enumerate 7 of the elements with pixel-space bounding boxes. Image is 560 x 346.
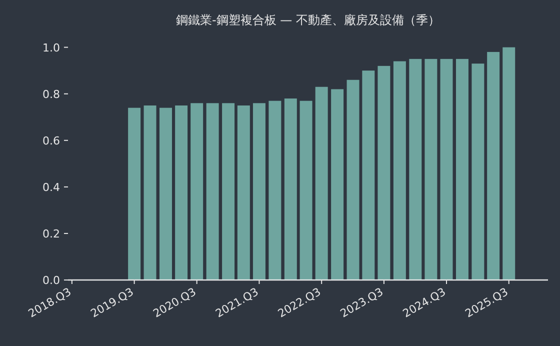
y-tick-label: 0.4 xyxy=(42,180,60,194)
y-tick-label: 0.0 xyxy=(42,274,60,287)
y-tick-label: 0.2 xyxy=(42,227,60,240)
y-tick-label: 0.8 xyxy=(42,88,60,101)
y-tick-label: 0.6 xyxy=(42,134,60,148)
title: 鋼鐵業-鋼塑複合板 — 不動產、廠房及設備（季） xyxy=(176,13,440,27)
y-tick-label: 1.0 xyxy=(42,41,60,54)
